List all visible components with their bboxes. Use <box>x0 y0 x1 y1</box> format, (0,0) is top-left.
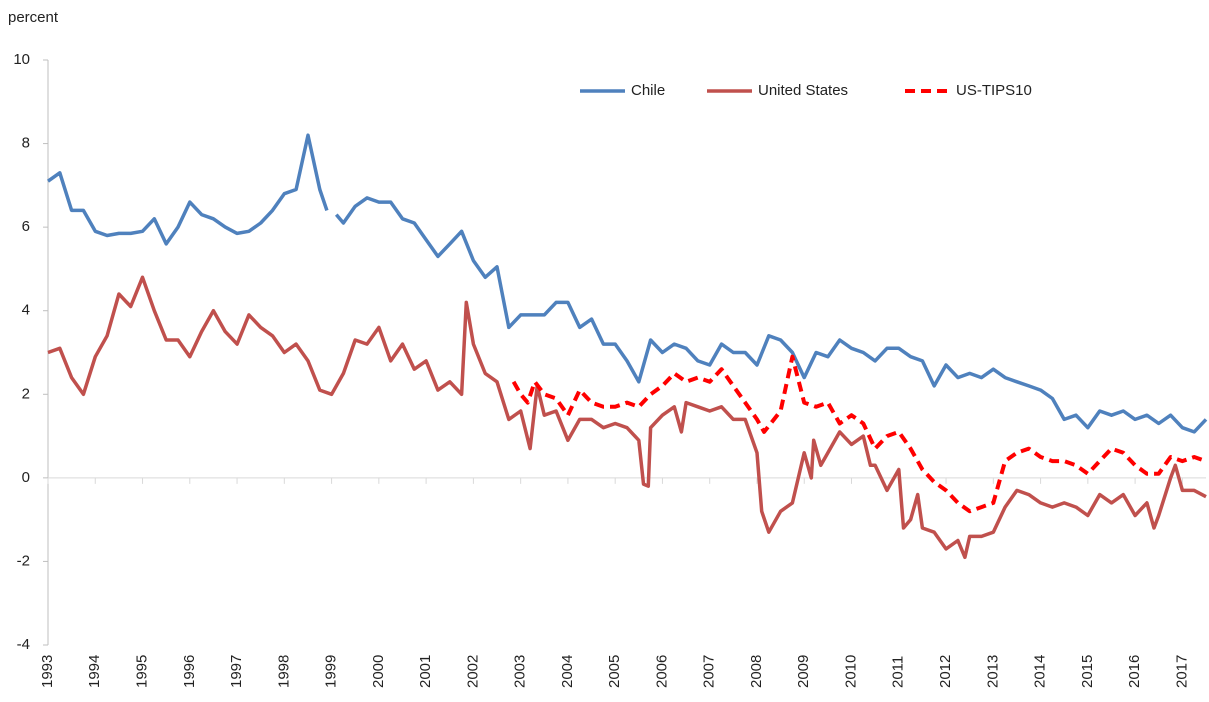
x-tick-label: 2002 <box>464 655 481 688</box>
x-tick-label: 1994 <box>86 655 103 688</box>
y-tick-label: 0 <box>22 469 30 486</box>
x-tick-label: 2000 <box>370 655 387 688</box>
legend-label: US-TIPS10 <box>956 82 1032 99</box>
series-line <box>46 133 1208 434</box>
y-axis-label: percent <box>8 9 59 26</box>
x-tick-label: 2003 <box>512 655 529 688</box>
y-tick-label: -4 <box>17 636 30 653</box>
y-tick-label: 4 <box>22 302 30 319</box>
x-tick-label: 2009 <box>795 655 812 688</box>
x-tick-label: 2012 <box>937 655 954 688</box>
x-tick-label: 2010 <box>842 655 859 688</box>
x-tick-label: 2011 <box>890 656 907 688</box>
legend-label: Chile <box>631 82 665 99</box>
x-tick-label: 2013 <box>984 655 1001 688</box>
y-tick-label: 2 <box>22 385 30 402</box>
x-tick-label: 2001 <box>417 655 434 688</box>
x-tick-label: 2016 <box>1126 655 1143 688</box>
series-line <box>47 275 1207 560</box>
series-line <box>511 354 1207 514</box>
x-tick-label: 2004 <box>559 655 576 688</box>
x-tick-label: 2008 <box>748 655 765 688</box>
x-tick-label: 2006 <box>653 655 670 688</box>
y-tick-label: 6 <box>22 218 30 235</box>
x-tick-label: 1995 <box>133 655 150 688</box>
legend-label: United States <box>758 82 848 99</box>
x-tick-label: 1997 <box>228 655 245 688</box>
y-tick-label: 8 <box>22 135 30 152</box>
x-tick-label: 1999 <box>323 655 340 688</box>
x-tick-label: 2014 <box>1032 655 1049 688</box>
x-tick-label: 1996 <box>181 655 198 688</box>
x-tick-label: 2005 <box>606 655 623 688</box>
y-tick-label: -2 <box>17 552 30 569</box>
x-tick-label: 2017 <box>1173 655 1190 688</box>
x-tick-label: 2007 <box>701 655 718 688</box>
x-tick-label: 1998 <box>275 655 292 688</box>
x-tick-label: 1993 <box>39 655 56 688</box>
x-tick-label: 2015 <box>1079 655 1096 688</box>
y-tick-label: 10 <box>13 51 30 68</box>
